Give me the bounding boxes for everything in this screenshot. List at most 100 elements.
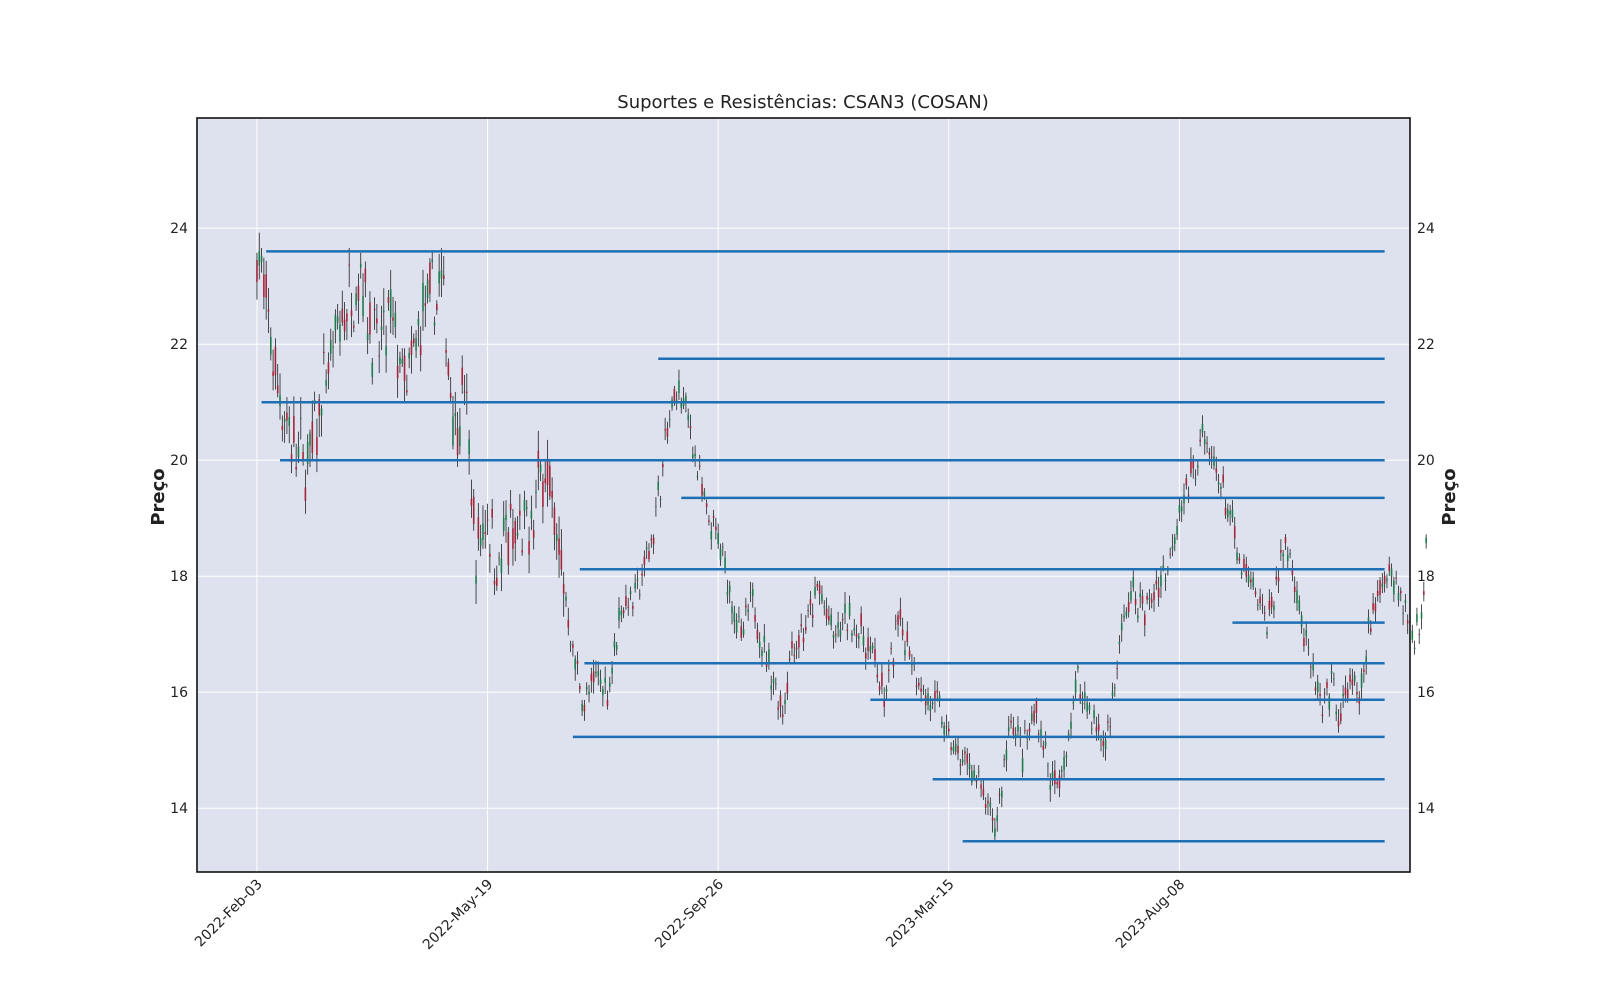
candle	[1224, 498, 1227, 520]
candle-body	[267, 309, 270, 312]
candle-body	[256, 259, 258, 282]
candle	[1425, 534, 1427, 549]
candle	[618, 597, 620, 629]
candle	[456, 411, 459, 467]
candle-body	[1383, 575, 1386, 584]
candle	[276, 364, 279, 398]
candle-body	[595, 671, 597, 674]
candle	[982, 780, 985, 801]
candle-body	[728, 585, 731, 592]
candle	[1381, 572, 1384, 594]
candle-body	[821, 594, 823, 602]
candle	[1321, 705, 1324, 724]
candle	[853, 618, 856, 636]
candle	[1342, 685, 1344, 708]
candle-body	[1386, 578, 1388, 581]
candle	[816, 581, 819, 591]
candle-body	[666, 427, 669, 437]
candle-body	[1206, 442, 1208, 444]
y-tick-label-right: 14	[1417, 801, 1435, 817]
candle-body	[830, 614, 832, 626]
candle-body	[385, 346, 387, 356]
candle-body	[1372, 603, 1374, 610]
candle	[329, 328, 332, 361]
candle	[562, 571, 565, 617]
candle-body	[837, 622, 839, 629]
candle-body	[1072, 702, 1075, 704]
candle-body	[463, 391, 466, 393]
candle	[1132, 569, 1135, 592]
candle-body	[692, 454, 694, 459]
candle-body	[694, 453, 696, 457]
candle-body	[1049, 785, 1052, 790]
candle	[263, 257, 265, 310]
candle	[791, 631, 793, 656]
candle-body	[1376, 591, 1379, 596]
candle	[327, 352, 330, 390]
candle	[1349, 668, 1351, 690]
candle-body	[945, 726, 948, 728]
candle-body	[569, 643, 572, 645]
candle-body	[1423, 591, 1425, 595]
candle	[560, 529, 563, 576]
candle-body	[638, 594, 641, 596]
candle-body	[1220, 486, 1222, 489]
candle-body	[1148, 597, 1151, 600]
candle-body	[530, 511, 533, 519]
candle-body	[597, 671, 600, 677]
candle-body	[841, 618, 844, 620]
candle-body	[327, 362, 330, 374]
candle	[1374, 597, 1377, 623]
candle	[1093, 704, 1095, 725]
candle	[1021, 748, 1024, 778]
candle	[1289, 549, 1291, 559]
candle	[304, 469, 307, 514]
candle	[747, 603, 749, 621]
candle	[1399, 587, 1402, 602]
candle	[1084, 681, 1086, 710]
candle	[297, 431, 300, 464]
candle-body	[770, 685, 773, 690]
candle	[943, 721, 945, 742]
y-tick-label-right: 22	[1417, 337, 1435, 353]
candle	[546, 439, 549, 507]
candle-body	[952, 747, 955, 752]
candle	[258, 232, 261, 280]
candle	[876, 664, 879, 683]
candle-body	[562, 584, 565, 594]
candle-body	[1243, 558, 1245, 569]
candle	[454, 391, 457, 436]
candle	[1176, 518, 1178, 540]
candle	[1137, 607, 1139, 623]
candle	[920, 676, 922, 702]
candle-body	[1058, 775, 1061, 789]
candle	[1220, 482, 1222, 500]
candle-body	[959, 764, 962, 766]
candle	[867, 627, 869, 660]
candle	[1286, 546, 1289, 569]
candle	[539, 460, 542, 482]
candle	[1390, 563, 1393, 587]
candle	[1060, 765, 1063, 779]
candle-body	[777, 707, 779, 710]
candle-body	[279, 395, 281, 407]
candle-body	[525, 506, 528, 509]
candle	[1420, 604, 1423, 630]
candle-body	[424, 303, 427, 306]
candle	[742, 621, 745, 638]
candle-body	[599, 679, 602, 684]
candle-body	[311, 421, 314, 453]
candle-body	[1167, 570, 1169, 572]
candle-body	[747, 609, 749, 612]
candle-body	[1236, 552, 1238, 561]
candle-body	[429, 262, 431, 294]
candle	[864, 647, 867, 670]
candle	[1254, 587, 1257, 598]
candle	[491, 498, 493, 529]
candle-body	[1120, 623, 1123, 631]
y-tick-label-left: 20	[170, 453, 188, 469]
candle	[652, 534, 655, 555]
candle-body	[403, 355, 406, 381]
candle	[608, 676, 611, 693]
candle	[489, 544, 491, 573]
